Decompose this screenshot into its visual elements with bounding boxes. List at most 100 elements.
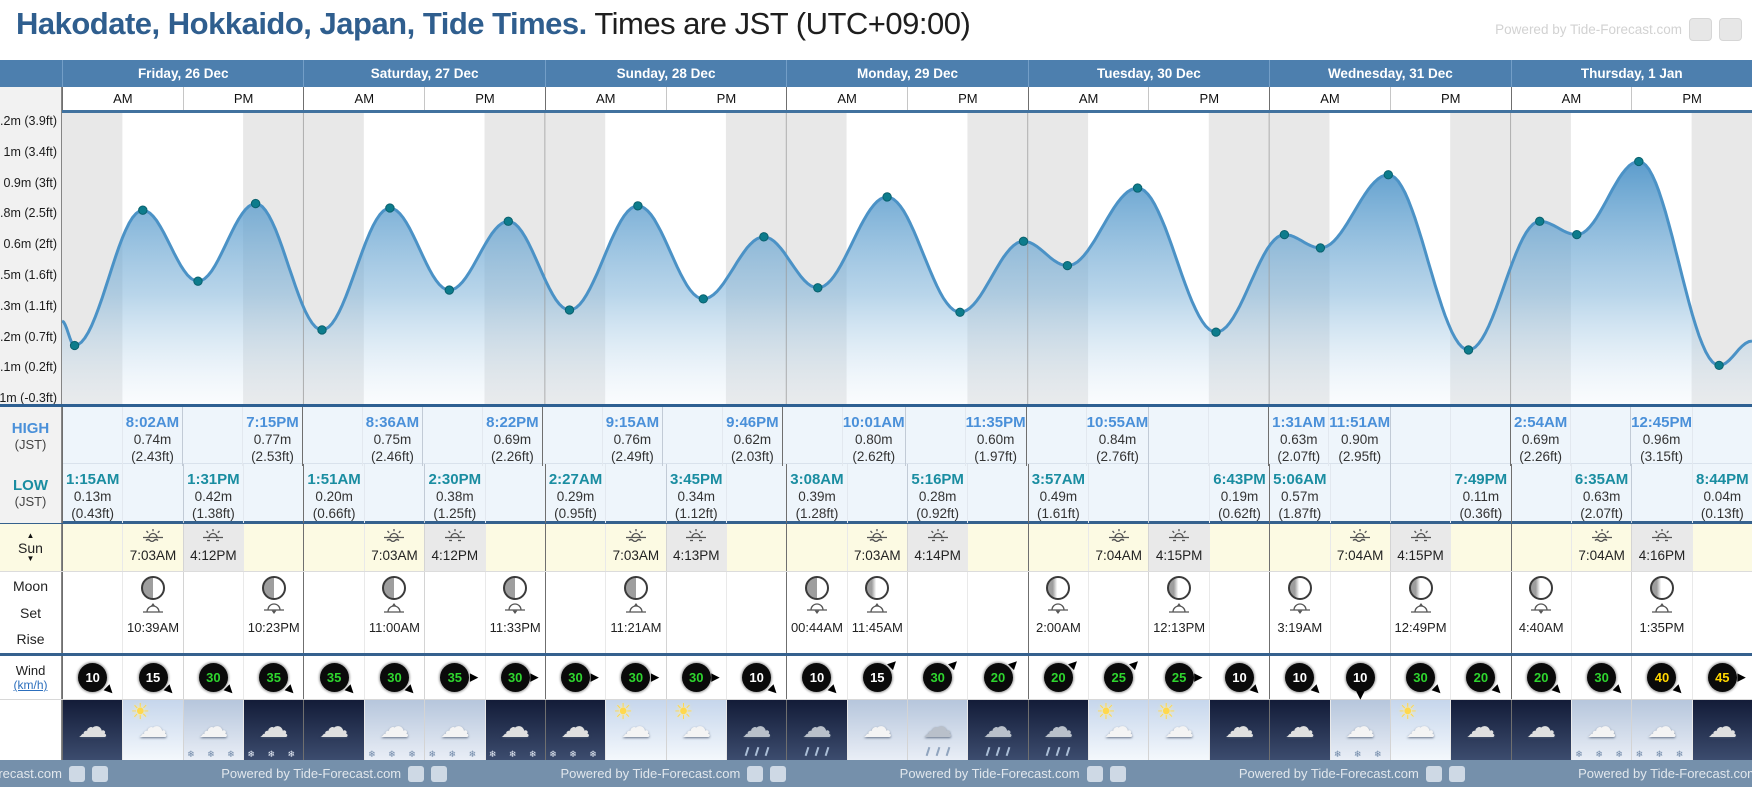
app-store-badge-icon[interactable] — [408, 765, 425, 782]
high-tide-row-cell-14 — [904, 407, 965, 466]
high-tide-row-cell-15: 11:35PM 0.60m (1.97ft) — [964, 407, 1026, 466]
sunset-time: 4:13PM — [672, 548, 720, 563]
high-tide-height-m: 0.69m — [493, 432, 532, 447]
high-tide-height-m: 0.63m — [1280, 432, 1318, 447]
play-store-badge-icon[interactable] — [1109, 765, 1126, 782]
play-store-badge-icon[interactable] — [431, 765, 448, 782]
moon-row-cell-10 — [665, 572, 726, 653]
weather-row-cell-13: ☁ — [846, 700, 907, 760]
cloud-icon: ☁ — [681, 710, 712, 744]
wind-badge: 35 ▶ — [319, 663, 358, 697]
high-label: HIGH — [11, 420, 50, 438]
wind-direction-e-arrow-icon: ▶ — [469, 671, 479, 683]
sunset-time: 4:16PM — [1638, 548, 1686, 563]
moon-phase-waxing-gibbous-icon — [1529, 576, 1554, 600]
rain-icon — [908, 746, 967, 757]
sun-row-cell-20 — [1269, 524, 1329, 571]
high-tide-time: 7:15PM — [246, 414, 299, 431]
low-tide-row-cell-14: 5:16PM 0.28m (0.92ft) — [907, 464, 967, 523]
app-store-badge-icon[interactable] — [68, 765, 85, 782]
weather-row-cell-15: ☁ — [967, 700, 1028, 760]
moonset-icon — [1047, 600, 1069, 619]
low-tide-row-cell-21 — [1329, 464, 1390, 523]
cloud-icon: ☁ — [258, 710, 289, 744]
tide-low-dot — [813, 283, 823, 293]
app-store-badge-icon[interactable] — [1086, 765, 1103, 782]
high-tide-height-ft: (3.15ft) — [1640, 448, 1683, 464]
sun-row-cell-17: 7:04AM — [1088, 524, 1148, 571]
low-tide-time: 2:30PM — [428, 471, 482, 488]
wind-speed: 25 — [1111, 670, 1126, 685]
moon-rise-time: 11:00AM — [368, 620, 420, 635]
footer-powered-by-group: Powered by Tide-Forecast.com — [0, 765, 108, 782]
high-tide-height-ft: (2.76ft) — [1096, 448, 1139, 464]
app-store-badge-icon[interactable] — [1689, 18, 1712, 41]
moonset-icon — [1289, 600, 1311, 619]
wind-direction-se-arrow-icon: ▶ — [102, 682, 117, 698]
play-store-badge-icon[interactable] — [1448, 765, 1465, 782]
low-tide-height-m: 0.49m — [1039, 489, 1078, 504]
footer-powered-by-group: Powered by Tide-Forecast.com — [899, 765, 1126, 782]
low-tide-row-cell-12: 3:08AM 0.39m (1.28ft) — [786, 464, 846, 523]
wind-unit-link[interactable]: (km/h) — [13, 678, 48, 692]
high-tide-height-ft: (1.97ft) — [974, 448, 1017, 464]
low-tide-row-cell-2: 1:31PM 0.42m (1.38ft) — [182, 464, 243, 523]
tide-curve-region — [62, 110, 1752, 404]
play-store-badge-icon[interactable] — [1719, 18, 1742, 41]
wind-direction-se-arrow-icon: ▶ — [283, 682, 298, 698]
sun-row-cell-4 — [303, 524, 363, 571]
cloud-icon: ☁ — [1465, 710, 1496, 744]
cloud-icon: ☁ — [198, 710, 229, 744]
high-tide-time: 8:22PM — [486, 414, 539, 431]
rain-icon — [787, 746, 846, 757]
halfday-pm-4: PM — [1148, 87, 1269, 110]
low-tide-height-m: 0.63m — [1582, 489, 1621, 504]
wind-direction-e-arrow-icon: ▶ — [530, 671, 539, 683]
low-tide-row-cell-6: 2:30PM 0.38m (1.25ft) — [424, 464, 484, 523]
high-tide-time: 8:36AM — [365, 414, 420, 431]
wind-direction-ne-arrow-icon: ▶ — [885, 656, 901, 672]
sun-icon: ☀ — [130, 700, 151, 724]
high-tide-row-cell-3: 7:15PM 0.77m (2.53ft) — [241, 407, 302, 466]
high-tide-height-m: 0.74m — [133, 432, 172, 447]
wind-direction-ne-arrow-icon: ▶ — [1127, 656, 1142, 672]
sun-row-cell-25: 7:04AM — [1570, 524, 1631, 571]
sunrise-triangle-icon: ▲ — [26, 530, 35, 540]
halfday-am-0: AM — [62, 87, 183, 110]
high-tide-time: 1:31AM — [1272, 414, 1326, 431]
sun-row-cell-3 — [243, 524, 303, 571]
app-store-badge-icon[interactable] — [1425, 765, 1442, 782]
moonrise-icon — [866, 600, 888, 619]
footer-powered-by-text: Powered by Tide-Forecast.com — [899, 766, 1080, 781]
low-tide-row: LOW (JST) 1:15AM 0.13m (0.43ft) 1:31PM 0.42m… — [0, 464, 1752, 524]
wind-direction-se-arrow-icon: ▶ — [1550, 682, 1566, 698]
low-tide-row-cell-27: 8:44PM 0.04m (0.13ft) — [1691, 464, 1752, 523]
tide-low-dot — [1463, 345, 1474, 355]
wind-direction-se-arrow-icon: ▶ — [403, 682, 419, 698]
moon-phase-first-quarter-icon — [623, 576, 648, 600]
low-tide-height-m: 0.04m — [1703, 489, 1742, 504]
play-store-badge-icon[interactable] — [91, 765, 108, 782]
sunset-icon — [685, 528, 707, 547]
tide-high-dot — [1018, 236, 1029, 246]
app-store-badge-icon[interactable] — [747, 765, 764, 782]
wind-speed: 10 — [85, 670, 100, 685]
high-tide-time: 10:55AM — [1086, 414, 1149, 431]
footer-powered-by-strip: Powered by Tide-Forecast.com Powered by T… — [0, 760, 1752, 787]
low-tide-height-m: 0.38m — [436, 489, 474, 504]
weather-row-cell-14: ☁ — [907, 700, 968, 760]
weather-row-cell-26: ☁ ❄ ❄ ❄ — [1631, 700, 1692, 760]
sunrise-icon — [1591, 528, 1613, 547]
low-tide-height-ft: (1.28ft) — [795, 505, 839, 521]
high-tide-height-m: 0.60m — [976, 432, 1015, 447]
play-store-badge-icon[interactable] — [770, 765, 787, 782]
weather-row-cell-6: ☁ ❄ ❄ ❄ — [424, 700, 485, 760]
weather-row-cell-3: ☁ ❄ ❄ ❄ — [243, 700, 304, 760]
wind-speed: 20 — [1051, 670, 1066, 685]
high-tide-time: 2:54AM — [1513, 414, 1568, 431]
low-tide-row-cell-24 — [1510, 464, 1571, 523]
wind-speed: 10 — [749, 670, 764, 685]
wind-speed: 10 — [1352, 670, 1368, 685]
sun-row-cell-2: 4:12PM — [182, 524, 244, 571]
wind-row-cell-11: 10 ▶ — [725, 656, 786, 699]
